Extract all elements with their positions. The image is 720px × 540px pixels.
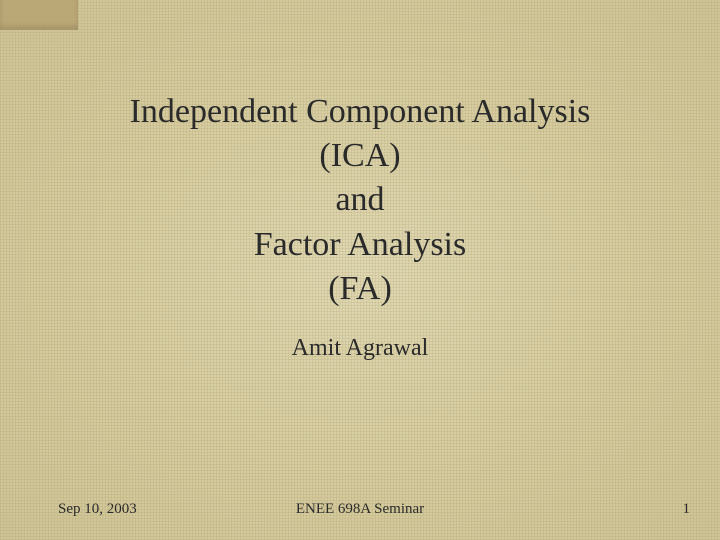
footer-seminar: ENEE 698A Seminar xyxy=(0,501,720,518)
presenter-name: Amit Agrawal xyxy=(0,335,720,362)
slide: Independent Component Analysis (ICA) and… xyxy=(0,0,720,540)
footer-page-number: 1 xyxy=(683,501,691,518)
title-line-4: Factor Analysis xyxy=(0,223,720,267)
title-block: Independent Component Analysis (ICA) and… xyxy=(0,90,720,311)
title-line-2: (ICA) xyxy=(0,134,720,178)
title-line-5: (FA) xyxy=(0,267,720,311)
footer: Sep 10, 2003 ENEE 698A Seminar 1 xyxy=(0,494,720,518)
corner-tab-decoration xyxy=(0,0,78,30)
title-line-1: Independent Component Analysis xyxy=(0,90,720,134)
title-line-3: and xyxy=(0,178,720,222)
